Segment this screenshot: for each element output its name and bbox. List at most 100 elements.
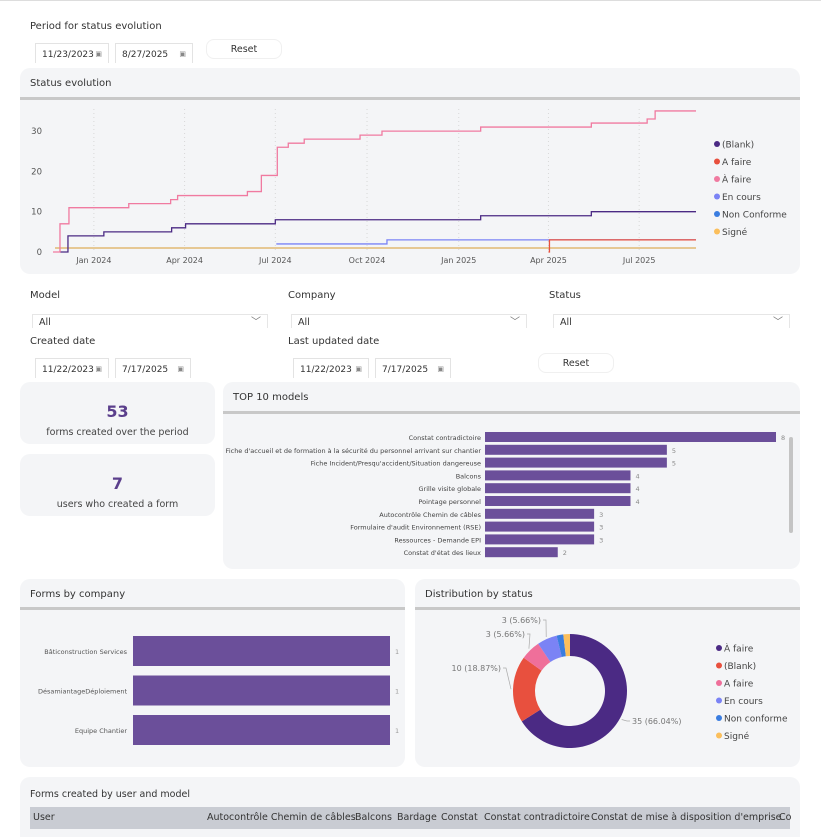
category-label: Fiche Incident/Presqu'accident/Situation… [311,460,481,468]
column-header-user[interactable]: User [33,812,55,823]
kpi-forms-created: 53 forms created over the period [20,382,215,444]
updated-start-date[interactable]: 11/22/2023 ▣ [293,358,369,378]
column-header[interactable]: Constat de mise à disposition d'emprise [591,812,782,823]
series-line [276,239,696,245]
chevron-down-icon: ﹀ [251,317,261,328]
legend-label: À faire [722,174,752,186]
x-tick-label: Apr 2024 [166,256,203,265]
x-tick-label: Jul 2024 [258,256,292,265]
card-title: TOP 10 models [233,392,309,403]
legend-marker [714,176,720,182]
card-title: Distribution by status [425,589,533,600]
dropdown-value: All [560,317,572,328]
date-value: 7/17/2025 [382,365,429,375]
legend-marker [716,680,722,686]
created-date-label: Created date [30,336,96,347]
company-dropdown[interactable]: All ﹀ [291,314,527,328]
bar [485,457,667,468]
legend-marker [714,193,720,200]
legend-marker [716,662,722,669]
kpi-users: 7 users who created a form [20,454,215,516]
legend-marker [716,697,722,704]
scrollbar[interactable] [789,437,793,533]
chevron-down-icon: ﹀ [510,317,520,328]
updated-end-date[interactable]: 7/17/2025 ▣ [375,358,451,378]
created-start-date[interactable]: 11/22/2023 ▣ [35,358,109,378]
distribution-chart: 35 (66.04%) 10 (18.87%) 3 (5.66%) 3 (5.66%)… [452,616,788,748]
data-label: 10 (18.87%) [452,664,501,673]
data-label: 4 [636,485,640,493]
leader-line [527,633,531,649]
calendar-icon[interactable]: ▣ [95,365,102,373]
status-dropdown[interactable]: All ﹀ [553,314,790,328]
data-label: 2 [563,549,567,557]
category-label: Constat contradictoire [409,434,481,442]
category-label: Equipe Chantier [75,727,127,735]
divider [415,607,800,610]
data-label: 1 [395,688,399,696]
legend-label: Non Conforme [722,211,787,221]
legend-label: En cours [722,193,761,203]
period-end-date[interactable]: 8/27/2025 ▣ [115,43,193,63]
series-line [548,239,696,253]
date-value: 11/23/2023 [42,50,94,60]
data-label: 5 [672,460,676,468]
card-title: Forms created by user and model [30,789,190,800]
calendar-icon[interactable]: ▣ [355,365,362,373]
series-line [59,211,696,253]
x-tick-label: Jan 2024 [75,256,111,265]
model-dropdown[interactable]: All ﹀ [32,314,268,328]
y-tick-label: 10 [31,208,42,218]
column-header[interactable]: Bardage [397,812,437,823]
bar [485,483,631,494]
date-value: 7/17/2025 [122,365,169,375]
legend-label: A faire [724,680,754,690]
leader-line [621,719,630,722]
category-label: Fiche d'accueil et de formation à la séc… [226,447,482,455]
kpi-label: forms created over the period [46,427,189,438]
legend-label: A faire [722,158,752,168]
status-evolution-chart: Jan 2024 Apr 2024 Jul 2024 Oct 2024 Jan 2025… [31,109,787,265]
y-tick-label: 30 [31,127,42,137]
column-header[interactable]: Constat [441,812,478,823]
period-reset-button[interactable]: Reset [206,39,282,59]
legend-label: Non conforme [724,715,788,725]
data-label: 1 [395,648,399,656]
column-header[interactable]: Co [779,812,792,823]
calendar-icon[interactable]: ▣ [179,50,186,58]
created-end-date[interactable]: 7/17/2025 ▣ [115,358,191,378]
filters-reset-button[interactable]: Reset [538,353,614,373]
data-label: 4 [636,498,640,506]
x-tick-label: Oct 2024 [349,256,386,265]
legend-label: Signé [724,731,750,742]
donut-slice [513,657,542,722]
data-label: 8 [781,434,785,442]
legend-marker [714,211,720,217]
data-label: 3 [599,536,603,544]
donut-slice [563,634,570,657]
calendar-icon[interactable]: ▣ [95,50,102,58]
calendar-icon[interactable]: ▣ [177,365,184,373]
category-label: Ressources - Demande EPI [394,536,481,544]
legend-label: (Blank) [722,141,754,151]
x-tick-label: Apr 2025 [530,256,567,265]
kpi-value: 53 [106,402,129,421]
bar [133,636,390,666]
calendar-icon[interactable]: ▣ [437,365,444,373]
series-line [53,110,696,253]
kpi-label: users who created a form [56,499,179,510]
column-header[interactable]: Balcons [355,812,392,823]
period-start-date[interactable]: 11/23/2023 ▣ [35,43,109,63]
category-label: Formulaire d'audit Environnement (RSE) [350,524,481,532]
column-header[interactable]: Constat contradictoire [484,812,590,823]
data-label: 3 (5.66%) [502,616,541,625]
column-header[interactable]: Autocontrôle Chemin de câbles [207,812,356,823]
period-label: Period for status evolution [30,21,162,32]
divider [20,97,800,100]
data-label: 35 (66.04%) [632,717,681,726]
dropdown-value: All [298,317,310,328]
leader-line [503,667,512,690]
legend-marker [716,645,722,651]
x-tick-label: Jan 2025 [440,256,476,265]
updated-date-label: Last updated date [288,336,380,347]
